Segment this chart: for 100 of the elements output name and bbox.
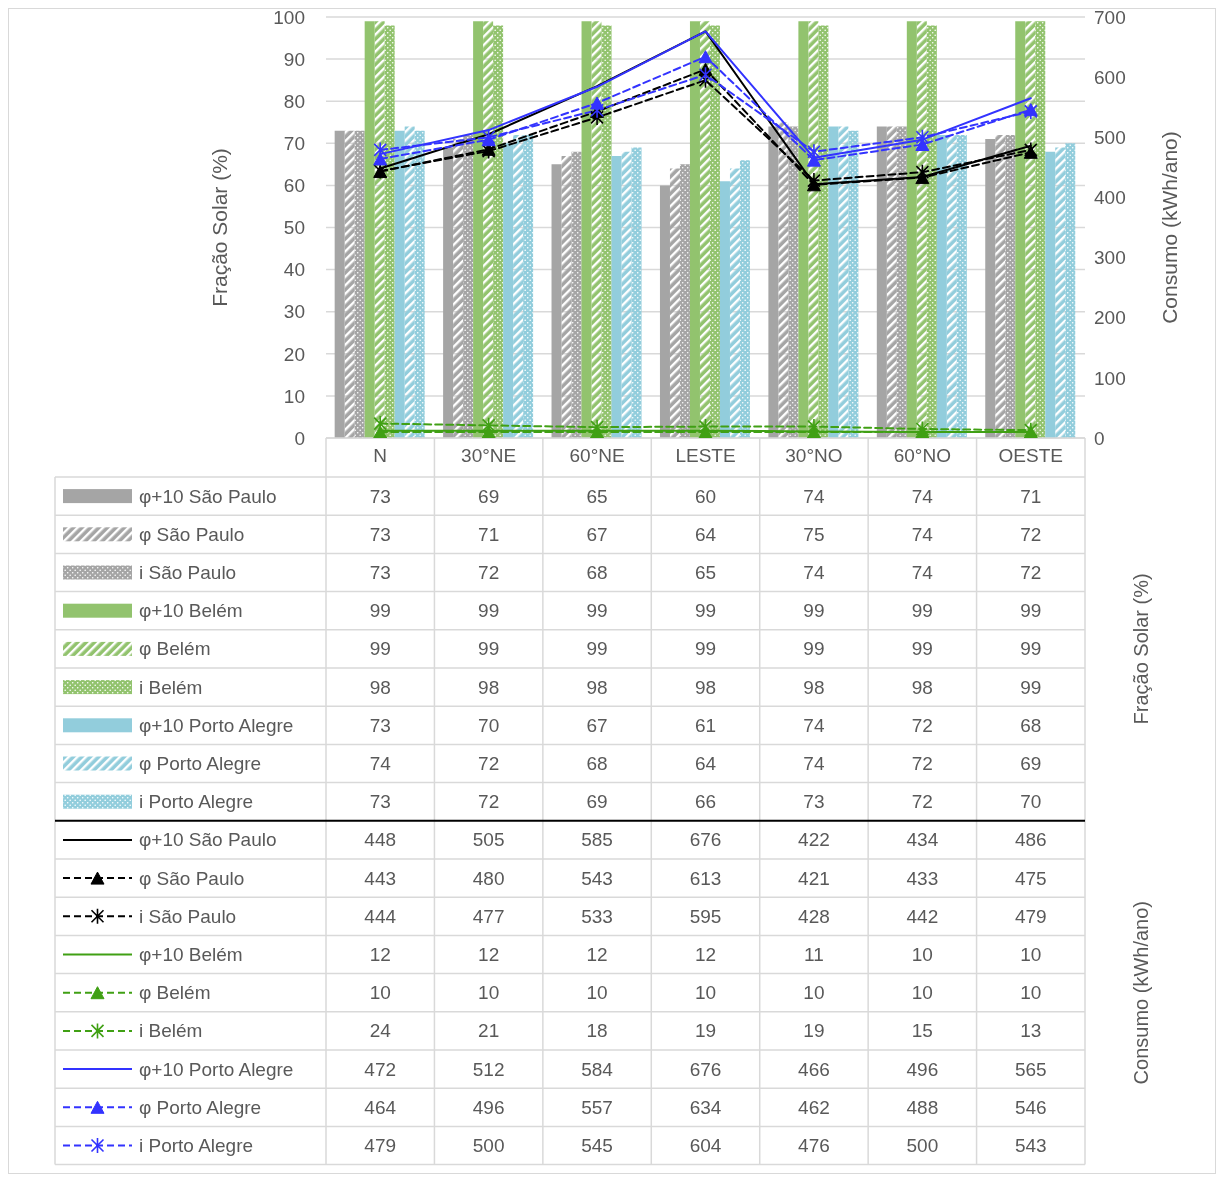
data-label: 72 xyxy=(478,791,500,813)
data-label: 10 xyxy=(911,944,933,965)
data-label: 99 xyxy=(1020,676,1042,698)
data-label: 10 xyxy=(694,982,717,1004)
data-label: 73 xyxy=(369,562,391,583)
x-tick-label: 30°NO xyxy=(785,445,843,467)
y-tick-label: 0 xyxy=(294,427,305,449)
data-label: 443 xyxy=(364,867,397,889)
data-label: 99 xyxy=(478,600,500,622)
x-tick-label: OESTE xyxy=(998,445,1063,467)
data-label: 565 xyxy=(1014,1058,1047,1080)
y2-tick-label: 400 xyxy=(1094,187,1126,209)
data-label: 434 xyxy=(906,829,939,851)
data-label: 70 xyxy=(478,714,500,736)
data-label: 634 xyxy=(689,1096,722,1118)
data-label: 10 xyxy=(1020,944,1042,965)
data-label: 72 xyxy=(911,714,933,736)
legend-label: φ+10 Porto Alegre xyxy=(139,1058,294,1080)
legend-label: φ Belém xyxy=(139,982,211,1004)
data-label: 543 xyxy=(581,867,613,889)
data-label: 74 xyxy=(803,714,825,736)
data-label: 505 xyxy=(472,829,505,851)
data-label: 67 xyxy=(586,523,608,545)
data-label: 479 xyxy=(1014,905,1047,927)
data-label: 74 xyxy=(369,753,392,774)
y-tick-label: 40 xyxy=(283,259,305,281)
y2-tick-label: 300 xyxy=(1094,247,1126,269)
data-label: 75 xyxy=(803,523,825,545)
data-label: 67 xyxy=(586,714,608,736)
data-label: 69 xyxy=(478,485,500,507)
data-label: 65 xyxy=(694,562,717,583)
data-label: 74 xyxy=(803,753,825,774)
data-label: 98 xyxy=(586,676,608,698)
data-label: 68 xyxy=(586,562,608,583)
data-label: 486 xyxy=(1014,829,1047,851)
data-label: 99 xyxy=(586,638,608,660)
legend-label: i Porto Alegre xyxy=(139,1135,254,1156)
data-label: 69 xyxy=(586,791,608,813)
data-label: 99 xyxy=(803,638,825,660)
data-label: 74 xyxy=(803,562,825,583)
y-tick-label: 70 xyxy=(283,133,305,155)
data-label: 98 xyxy=(911,676,933,698)
data-label: 422 xyxy=(798,829,830,851)
y2-tick-label: 100 xyxy=(1094,367,1126,389)
data-label: 584 xyxy=(581,1058,614,1080)
legend-label: i Belém xyxy=(139,676,203,698)
data-label: 12 xyxy=(586,944,608,965)
legend-label: φ Porto Alegre xyxy=(139,753,262,774)
data-label: 73 xyxy=(369,485,391,507)
data-label: 12 xyxy=(694,944,717,965)
y-tick-label: 100 xyxy=(273,6,305,28)
data-label: 74 xyxy=(803,485,825,507)
data-label: 479 xyxy=(364,1135,397,1156)
data-label: 72 xyxy=(911,791,933,813)
legend-label: i Porto Alegre xyxy=(139,791,254,813)
data-label: 428 xyxy=(798,905,830,927)
data-label: 64 xyxy=(694,523,717,545)
data-label: 476 xyxy=(798,1135,830,1156)
legend-label: φ+10 São Paulo xyxy=(139,485,277,507)
legend-label: i São Paulo xyxy=(139,905,237,927)
data-label: 99 xyxy=(369,600,391,622)
data-label: 72 xyxy=(911,753,933,774)
data-label: 557 xyxy=(581,1096,613,1118)
data-label: 462 xyxy=(798,1096,830,1118)
data-label: 73 xyxy=(369,714,391,736)
data-label: 585 xyxy=(581,829,613,851)
data-label: 496 xyxy=(906,1058,939,1080)
data-label: 99 xyxy=(911,638,933,660)
legend-label: φ+10 São Paulo xyxy=(139,829,277,851)
y-tick-label: 50 xyxy=(283,217,305,239)
data-label: 604 xyxy=(689,1135,722,1156)
data-label: 73 xyxy=(369,523,391,545)
data-label: 99 xyxy=(911,600,933,622)
data-label: 98 xyxy=(694,676,717,698)
legend-label: φ+10 Porto Alegre xyxy=(139,714,294,736)
data-label: 10 xyxy=(911,982,933,1004)
y2-tick-label: 500 xyxy=(1094,127,1126,149)
data-label: 613 xyxy=(689,867,722,889)
data-label: 99 xyxy=(586,600,608,622)
data-label: 442 xyxy=(906,905,939,927)
y2-tick-label: 700 xyxy=(1094,6,1126,28)
data-label: 71 xyxy=(1020,485,1042,507)
legend-label: φ São Paulo xyxy=(139,523,245,545)
data-label: 477 xyxy=(472,905,505,927)
data-label: 66 xyxy=(694,791,717,813)
data-label: 595 xyxy=(689,905,722,927)
y2-tick-label: 0 xyxy=(1094,427,1105,449)
data-label: 64 xyxy=(694,753,717,774)
data-label: 496 xyxy=(472,1096,505,1118)
data-label: 68 xyxy=(1020,714,1042,736)
legend-label: φ+10 Belém xyxy=(139,944,243,965)
data-label: 676 xyxy=(689,1058,722,1080)
data-label: 73 xyxy=(803,791,825,813)
data-label: 71 xyxy=(478,523,500,545)
legend-label: i Belém xyxy=(139,1020,203,1042)
data-label: 543 xyxy=(1014,1135,1047,1156)
data-label: 488 xyxy=(906,1096,939,1118)
data-label: 480 xyxy=(472,867,505,889)
data-label: 72 xyxy=(1020,562,1042,583)
data-label: 464 xyxy=(364,1096,397,1118)
